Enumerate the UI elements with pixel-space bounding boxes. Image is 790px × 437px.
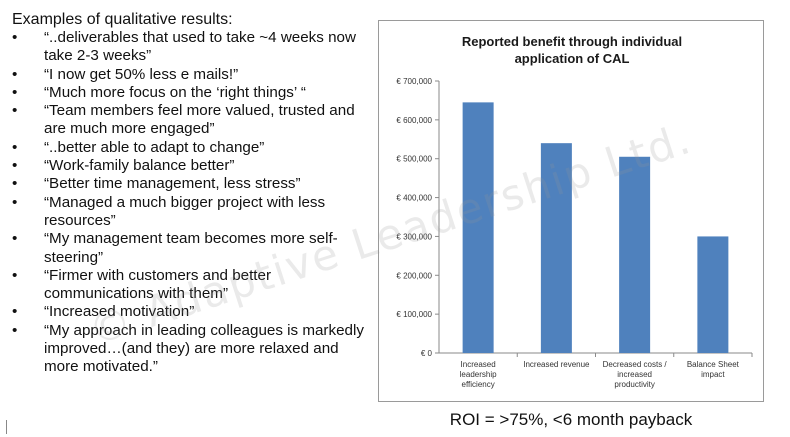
y-tick-label: € 400,000 xyxy=(396,194,432,203)
bullet-icon: • xyxy=(12,138,18,156)
quote-text: “Much more focus on the ‘right things’ “ xyxy=(44,83,306,101)
y-tick-label: € 100,000 xyxy=(396,310,432,319)
y-tick-label: € 600,000 xyxy=(396,116,432,125)
quote-text: “My management team becomes more self-st… xyxy=(44,230,338,266)
bullet-icon: • xyxy=(12,157,18,175)
quote-item: • “Managed a much bigger project with les… xyxy=(6,194,366,231)
bullet-icon: • xyxy=(12,321,18,339)
bullet-icon: • xyxy=(12,303,18,321)
x-tick-label: Balance Sheet impact xyxy=(687,360,740,379)
quote-text: “Increased motivation” xyxy=(44,303,195,321)
bar xyxy=(462,102,494,353)
quote-text: “Better time management, less stress” xyxy=(44,175,301,193)
quote-item: • “..better able to adapt to change” xyxy=(6,139,366,157)
bar xyxy=(697,236,729,353)
quote-item: • “Better time management, less stress” xyxy=(6,175,366,193)
quote-item: • “..deliverables that used to take ~4 we… xyxy=(6,29,366,66)
benefit-chart-svg: Reported benefit through individual appli… xyxy=(396,34,753,389)
qualitative-results-panel: Examples of qualitative results: • “..del… xyxy=(6,10,366,377)
quote-text: “I now get 50% less e mails!” xyxy=(44,65,239,83)
quote-item: • “My management team becomes more self-s… xyxy=(6,230,366,267)
quote-item: • “Much more focus on the ‘right things’ … xyxy=(6,84,366,102)
chart-title: Reported benefit through individual appli… xyxy=(462,34,682,66)
bullet-icon: • xyxy=(12,266,18,284)
bullet-icon: • xyxy=(12,193,18,211)
bullet-icon: • xyxy=(12,230,18,248)
quote-item: • “Work-family balance better” xyxy=(6,157,366,175)
quote-item: • “I now get 50% less e mails!” xyxy=(6,66,366,84)
bullet-icon: • xyxy=(12,29,18,46)
quote-text: “..deliverables that used to take ~4 wee… xyxy=(44,29,356,65)
quote-list: • “..deliverables that used to take ~4 we… xyxy=(6,29,366,377)
quote-item: • “Firmer with customers and better commu… xyxy=(6,267,366,304)
qualitative-results-heading: Examples of qualitative results: xyxy=(12,11,233,28)
bar xyxy=(619,156,651,353)
quote-text: “Work-family balance better” xyxy=(44,157,235,175)
y-tick-label: € 200,000 xyxy=(396,271,432,280)
roi-caption: ROI = >75%, <6 month payback xyxy=(449,410,693,429)
x-tick-label: Increased leadership efficiency xyxy=(460,360,497,389)
quote-item: • “My approach in leading colleagues is m… xyxy=(6,322,366,377)
bullet-icon: • xyxy=(12,175,18,193)
quote-text: “Firmer with customers and better commun… xyxy=(44,266,272,303)
quote-item: • “Increased motivation” xyxy=(6,303,366,321)
bullet-icon: • xyxy=(12,65,18,83)
quote-item: • “Team members feel more valued, trusted… xyxy=(6,102,366,139)
x-tick-label: Increased revenue xyxy=(523,360,590,369)
x-tick-label: Decreased costs / increased productivity xyxy=(603,360,668,389)
bullet-icon: • xyxy=(12,83,18,101)
quote-text: “..better able to adapt to change” xyxy=(44,138,265,156)
y-tick-label: € 500,000 xyxy=(396,155,432,164)
edge-mark xyxy=(6,420,7,434)
benefit-chart: Reported benefit through individual appli… xyxy=(378,20,764,402)
y-tick-label: € 0 xyxy=(421,349,433,358)
quote-text: “My approach in leading colleagues is ma… xyxy=(44,321,364,376)
y-tick-label: € 700,000 xyxy=(396,77,432,86)
bar xyxy=(540,143,572,353)
quote-text: “Team members feel more valued, trusted … xyxy=(44,102,355,138)
quote-text: “Managed a much bigger project with less… xyxy=(44,193,326,229)
bullet-icon: • xyxy=(12,102,18,120)
y-tick-label: € 300,000 xyxy=(396,232,432,241)
